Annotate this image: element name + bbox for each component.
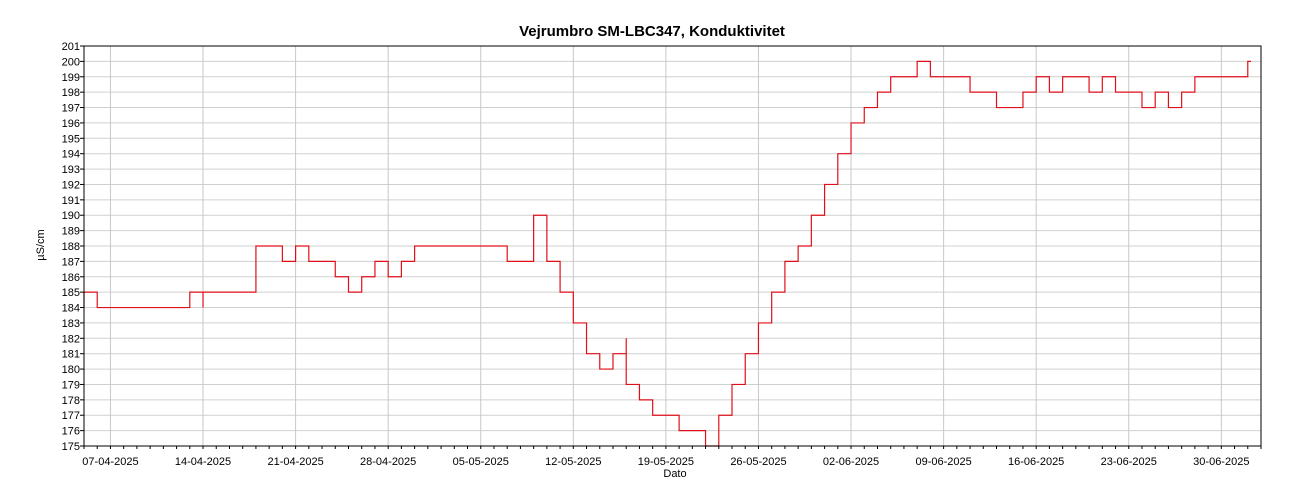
y-tick-label: 175 — [62, 441, 80, 453]
y-tick-label: 183 — [62, 318, 80, 330]
x-tick-label: 09-06-2025 — [915, 456, 971, 468]
x-tick-label: 05-05-2025 — [453, 456, 509, 468]
series-line — [83, 60, 1251, 447]
y-tick-label: 186 — [62, 272, 80, 284]
y-tick-label: 193 — [62, 164, 80, 176]
y-tick-label: 187 — [62, 256, 80, 268]
y-tick-label: 184 — [62, 303, 80, 315]
y-tick-label: 194 — [62, 149, 80, 161]
y-tick-label: 197 — [62, 103, 80, 115]
y-tick-label: 201 — [62, 41, 80, 53]
y-tick-label: 196 — [62, 118, 80, 130]
y-tick-label: 200 — [62, 56, 80, 68]
x-axis-label: Dato — [663, 468, 686, 480]
x-axis: 07-04-2025 14-04-2025 21-04-2025 28-04-2025… — [82, 446, 1262, 468]
y-tick-label: 180 — [62, 364, 80, 376]
x-tick-label: 23-06-2025 — [1101, 456, 1157, 468]
y-tick-label: 198 — [62, 87, 80, 99]
y-tick-label: 181 — [62, 349, 80, 361]
x-tick-label: 12-05-2025 — [545, 456, 601, 468]
x-tick-label: 30-06-2025 — [1193, 456, 1249, 468]
x-tick-label: 16-06-2025 — [1008, 456, 1064, 468]
y-tick-label: 190 — [62, 210, 80, 222]
x-tick-label: 21-04-2025 — [267, 456, 323, 468]
y-tick-label: 195 — [62, 133, 80, 145]
y-tick-label: 178 — [62, 395, 80, 407]
x-tick-label: 02-06-2025 — [823, 456, 879, 468]
y-tick-label: 199 — [62, 72, 80, 84]
x-tick-label: 26-05-2025 — [730, 456, 786, 468]
x-tick-label: 07-04-2025 — [82, 456, 138, 468]
y-tick-label: 192 — [62, 179, 80, 191]
y-tick-label: 182 — [62, 333, 80, 345]
y-axis-label: µS/cm — [35, 229, 47, 260]
y-tick-label: 177 — [62, 410, 80, 422]
x-tick-label: 28-04-2025 — [360, 456, 416, 468]
y-tick-label: 191 — [62, 195, 80, 207]
y-axis: 175 176 177 178 179 180 181 182 183 184 185 186 187 1… — [62, 41, 84, 453]
y-tick-label: 188 — [62, 241, 80, 253]
chart-title: Vejrumbro SM-LBC347, Konduktivitet — [519, 23, 785, 40]
grid — [84, 45, 1261, 447]
series-layer — [83, 60, 1251, 447]
y-tick-label: 179 — [62, 379, 80, 391]
x-tick-label: 14-04-2025 — [175, 456, 231, 468]
y-tick-label: 176 — [62, 426, 80, 438]
x-tick-label: 19-05-2025 — [638, 456, 694, 468]
y-tick-label: 189 — [62, 226, 80, 238]
y-tick-label: 185 — [62, 287, 80, 299]
